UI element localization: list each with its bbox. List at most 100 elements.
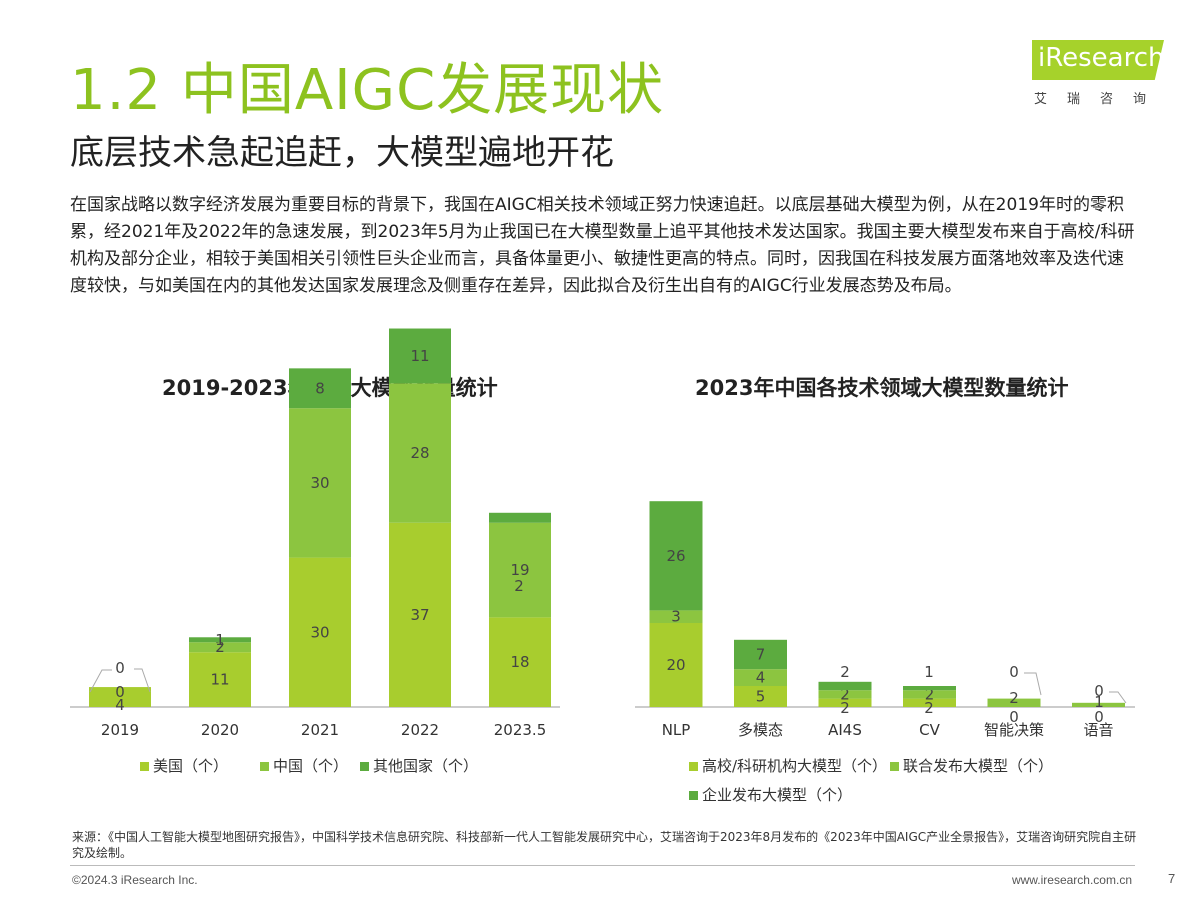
bar-多模态-series-0	[734, 686, 787, 707]
leader-line-1	[1109, 691, 1127, 704]
source-note: 来源：《中国人工智能大模型地图研究报告》，中国科学技术信息研究院、科技部新一代人…	[72, 830, 1137, 860]
iresearch-logo: iResearch 艾瑞咨询	[1030, 40, 1170, 110]
data-label-2020-series-1: 2	[215, 638, 225, 656]
bar-2019-series-0	[89, 687, 151, 707]
legend-swatch-1	[890, 762, 899, 771]
data-label-AI4S-series-2: 2	[840, 663, 850, 681]
bar-多模态-series-1	[734, 669, 787, 686]
data-label-2022-series-2: 11	[410, 347, 429, 365]
page-number: 7	[1168, 871, 1176, 886]
bar-2023.5-series-0	[489, 617, 551, 707]
x-tick-label-2021: 2021	[301, 721, 339, 739]
chart-global-models: 4002019112120203030820213728112022181922…	[70, 328, 560, 775]
legend-label-2: 企业发布大模型（个）	[702, 786, 852, 804]
bar-2023.5-series-1	[489, 522, 551, 618]
bar-2021-series-0	[289, 557, 351, 707]
bar-NLP-series-2	[649, 501, 703, 611]
logo-wordmark: iResearch	[1038, 43, 1165, 73]
legend-label-0: 高校/科研机构大模型（个）	[702, 757, 887, 775]
leader-line-1	[134, 668, 151, 693]
data-label-2019-series-0: 4	[115, 696, 125, 714]
data-label-2022-series-0: 37	[410, 606, 429, 624]
legend-label-0: 美国（个）	[153, 757, 228, 775]
bar-2023.5-series-2	[489, 512, 551, 523]
x-tick-label-2023.5: 2023.5	[494, 721, 547, 739]
data-label-多模态-series-1: 4	[756, 669, 766, 687]
bar-2021-series-1	[289, 408, 351, 558]
data-label-NLP-series-0: 20	[666, 656, 685, 674]
footer-copyright: ©2024.3 iResearch Inc.	[72, 873, 198, 887]
legend-swatch-2	[689, 791, 698, 800]
bar-CV-series-1	[903, 690, 956, 699]
x-tick-label-多模态: 多模态	[738, 721, 783, 739]
data-label-CV-series-1: 2	[925, 685, 935, 703]
footer-url: www.iresearch.com.cn	[1011, 873, 1132, 887]
bar-2020-series-1	[189, 642, 251, 653]
data-label-多模态-series-0: 5	[756, 688, 766, 706]
footer-divider	[70, 865, 1135, 866]
x-tick-label-AI4S: AI4S	[828, 721, 862, 739]
legend-swatch-1	[260, 762, 269, 771]
bar-CV-series-0	[903, 698, 956, 707]
data-label-AI4S-series-1: 2	[840, 685, 850, 703]
data-label-CV-series-2: 1	[924, 663, 934, 681]
bar-CV-series-2	[903, 686, 956, 691]
bar-AI4S-series-1	[818, 690, 872, 699]
body-paragraph: 在国家战略以数字经济发展为重要目标的背景下，我国在AIGC相关技术领域正努力快速…	[70, 195, 1135, 296]
data-label-2023.5-series-0: 18	[510, 653, 529, 671]
bar-2022-series-2	[389, 328, 451, 384]
data-label-2020-series-2: 1	[215, 631, 225, 649]
data-label-2019-series-2: 0	[115, 659, 125, 677]
bar-NLP-series-1	[649, 610, 703, 623]
data-label-智能决策-series-2: 0	[1009, 663, 1019, 681]
data-label-2023.5-series-2: 2	[514, 577, 524, 595]
bar-2022-series-0	[389, 522, 451, 707]
data-label-AI4S-series-0: 2	[840, 699, 850, 717]
legend-swatch-0	[689, 762, 698, 771]
data-label-2020-series-0: 11	[210, 671, 229, 689]
data-label-语音-series-2: 0	[1094, 682, 1104, 700]
legend-swatch-2	[360, 762, 369, 771]
data-label-2021-series-2: 8	[315, 379, 325, 397]
legend-label-2: 其他国家（个）	[373, 757, 478, 775]
data-label-语音-series-1: 1	[1094, 693, 1104, 711]
x-tick-label-2019: 2019	[101, 721, 139, 739]
data-label-2021-series-0: 30	[310, 623, 329, 641]
legend-label-1: 联合发布大模型（个）	[903, 757, 1053, 775]
bar-AI4S-series-0	[818, 698, 872, 707]
data-label-NLP-series-1: 3	[671, 608, 681, 626]
bar-多模态-series-2	[734, 639, 787, 670]
chart-china-domains: 20326NLP547多模态222AI4S221CV020智能决策010语音高校…	[635, 501, 1135, 804]
logo-chinese-name: 艾瑞咨询	[1034, 92, 1167, 107]
data-label-CV-series-0: 2	[924, 699, 934, 717]
data-label-智能决策-series-1: 2	[1009, 689, 1019, 707]
data-label-2021-series-1: 30	[310, 474, 329, 492]
chart2-title: 2023年中国各技术领域大模型数量统计	[695, 376, 1069, 400]
bar-语音-series-1	[1072, 702, 1125, 707]
x-tick-label-NLP: NLP	[662, 721, 691, 739]
x-tick-label-2020: 2020	[201, 721, 239, 739]
page-title: 1.2 中国AIGC发展现状	[70, 58, 665, 123]
bar-2020-series-0	[189, 652, 251, 707]
bar-2020-series-2	[189, 637, 251, 643]
bar-AI4S-series-2	[818, 681, 872, 691]
data-label-智能决策-series-0: 0	[1009, 708, 1019, 726]
data-label-2023.5-series-1: 19	[510, 561, 529, 579]
x-tick-label-语音: 语音	[1083, 721, 1113, 739]
page-subtitle: 底层技术急起追赶，大模型遍地开花	[70, 133, 614, 173]
x-tick-label-2022: 2022	[401, 721, 439, 739]
bar-2022-series-1	[389, 383, 451, 523]
data-label-语音-series-0: 0	[1094, 708, 1104, 726]
logo-badge	[1032, 40, 1164, 80]
bar-智能决策-series-1	[987, 698, 1041, 707]
data-label-2019-series-1: 0	[115, 683, 125, 701]
data-label-多模态-series-2: 7	[756, 646, 766, 664]
bar-NLP-series-0	[649, 623, 703, 707]
leader-line-0	[1024, 672, 1042, 696]
legend-swatch-0	[140, 762, 149, 771]
legend-label-1: 中国（个）	[273, 757, 348, 775]
x-tick-label-CV: CV	[919, 721, 940, 739]
data-label-NLP-series-2: 26	[666, 547, 685, 565]
leader-line-0	[89, 669, 112, 693]
bar-2021-series-2	[289, 368, 351, 409]
